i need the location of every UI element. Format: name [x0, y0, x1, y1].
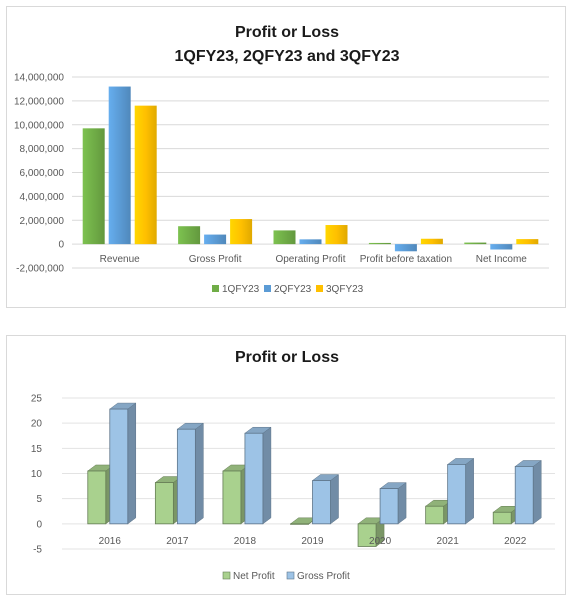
y-tick-label: -5	[33, 545, 42, 556]
y-tick-label: 15	[31, 444, 43, 455]
bar-side-gross-profit	[330, 474, 339, 525]
legend-swatch-1qfy23	[212, 285, 219, 292]
quarterly-chart-svg: Profit or Loss 1QFY23, 2QFY23 and 3QFY23…	[14, 24, 549, 295]
bar-1qfy23	[82, 128, 105, 245]
y-tick-label: 8,000,000	[20, 144, 65, 155]
bar-net-profit	[87, 470, 107, 525]
y-tick-label: 10	[31, 469, 43, 480]
bar-net-profit	[357, 523, 377, 547]
bar-gross-profit	[109, 408, 129, 525]
y-tick-label: 25	[31, 394, 43, 405]
bar-gross-profit	[514, 466, 534, 525]
bar-2qfy23	[299, 239, 322, 245]
x-category-label: Revenue	[100, 254, 140, 265]
chart-title: Profit or Loss	[235, 349, 339, 366]
bar-3qfy23	[230, 219, 253, 245]
legend-swatch-3qfy23	[316, 285, 323, 292]
bar-net-profit	[492, 511, 512, 525]
bar-gross-profit	[244, 432, 264, 525]
bar-side-gross-profit	[532, 459, 542, 525]
bar-net-profit	[222, 470, 242, 525]
x-category-label: 2021	[437, 536, 460, 547]
bar-net-profit	[154, 482, 174, 525]
bar-3qfy23	[420, 238, 443, 245]
chart-panel-annual: Profit or Loss 25 20 15 10 5 0 -5 2016 2017 2018 2…	[6, 335, 566, 595]
y-tick-label: 12,000,000	[14, 96, 64, 107]
bar-gross-profit	[379, 488, 399, 525]
bar-gross-profit	[312, 480, 331, 525]
bar-1qfy23	[368, 242, 391, 245]
bar-gross-profit	[447, 464, 467, 525]
y-tick-label: 14,000,000	[14, 73, 64, 84]
legend-swatch-net-profit	[222, 571, 231, 580]
x-category-label: Net Income	[476, 254, 528, 265]
bar-1qfy23	[464, 242, 487, 245]
bar-1qfy23	[178, 226, 201, 245]
bar-side-gross-profit	[262, 426, 272, 525]
x-category-label: 2016	[99, 536, 122, 547]
legend-label: Net Profit	[233, 571, 275, 582]
bar-1qfy23	[273, 230, 296, 245]
y-tick-label: -2,000,000	[16, 264, 64, 275]
chart-subtitle: 1QFY23, 2QFY23 and 3QFY23	[175, 48, 400, 65]
x-category-label: 2019	[301, 536, 324, 547]
x-category-label: Profit before taxation	[360, 254, 452, 265]
bar-side-gross-profit	[465, 457, 474, 525]
bar-2qfy23	[490, 244, 513, 250]
y-tick-label: 0	[36, 519, 42, 530]
y-tick-label: 10,000,000	[14, 120, 64, 131]
legend-swatch-2qfy23	[264, 285, 271, 292]
chart-panel-quarterly: Profit or Loss 1QFY23, 2QFY23 and 3QFY23…	[6, 6, 566, 308]
x-category-label: Operating Profit	[275, 254, 345, 265]
y-tick-label: 4,000,000	[20, 192, 65, 203]
bar-net-profit	[425, 505, 445, 525]
legend-label: 3QFY23	[326, 284, 364, 295]
x-category-label: 2018	[234, 536, 257, 547]
y-tick-label: 5	[36, 494, 42, 505]
x-category-label: 2017	[166, 536, 189, 547]
legend-label: 1QFY23	[222, 284, 260, 295]
bar-side-gross-profit	[127, 402, 137, 525]
x-category-label: 2022	[504, 536, 527, 547]
legend-label: 2QFY23	[274, 284, 312, 295]
bar-2qfy23	[108, 86, 131, 245]
legend-label: Gross Profit	[297, 571, 350, 582]
legend-swatch-gross-profit	[286, 571, 295, 580]
bar-side-gross-profit	[397, 482, 407, 525]
x-category-label: 2020	[369, 536, 392, 547]
annual-chart-svg: Profit or Loss 25 20 15 10 5 0 -5 2016 2017 2018 2…	[31, 349, 555, 582]
bar-3qfy23	[325, 225, 348, 245]
y-tick-label: 6,000,000	[20, 168, 65, 179]
bar-3qfy23	[516, 239, 539, 245]
bar-3qfy23	[134, 105, 157, 245]
bar-side-gross-profit	[195, 422, 204, 525]
y-tick-label: 20	[31, 419, 43, 430]
bar-2qfy23	[204, 234, 227, 245]
bar-gross-profit	[176, 428, 196, 525]
bar-net-profit	[290, 523, 309, 525]
bar-2qfy23	[394, 244, 417, 252]
x-category-label: Gross Profit	[189, 254, 242, 265]
y-tick-label: 0	[58, 240, 64, 251]
y-tick-label: 2,000,000	[20, 216, 65, 227]
chart-title: Profit or Loss	[235, 24, 339, 41]
